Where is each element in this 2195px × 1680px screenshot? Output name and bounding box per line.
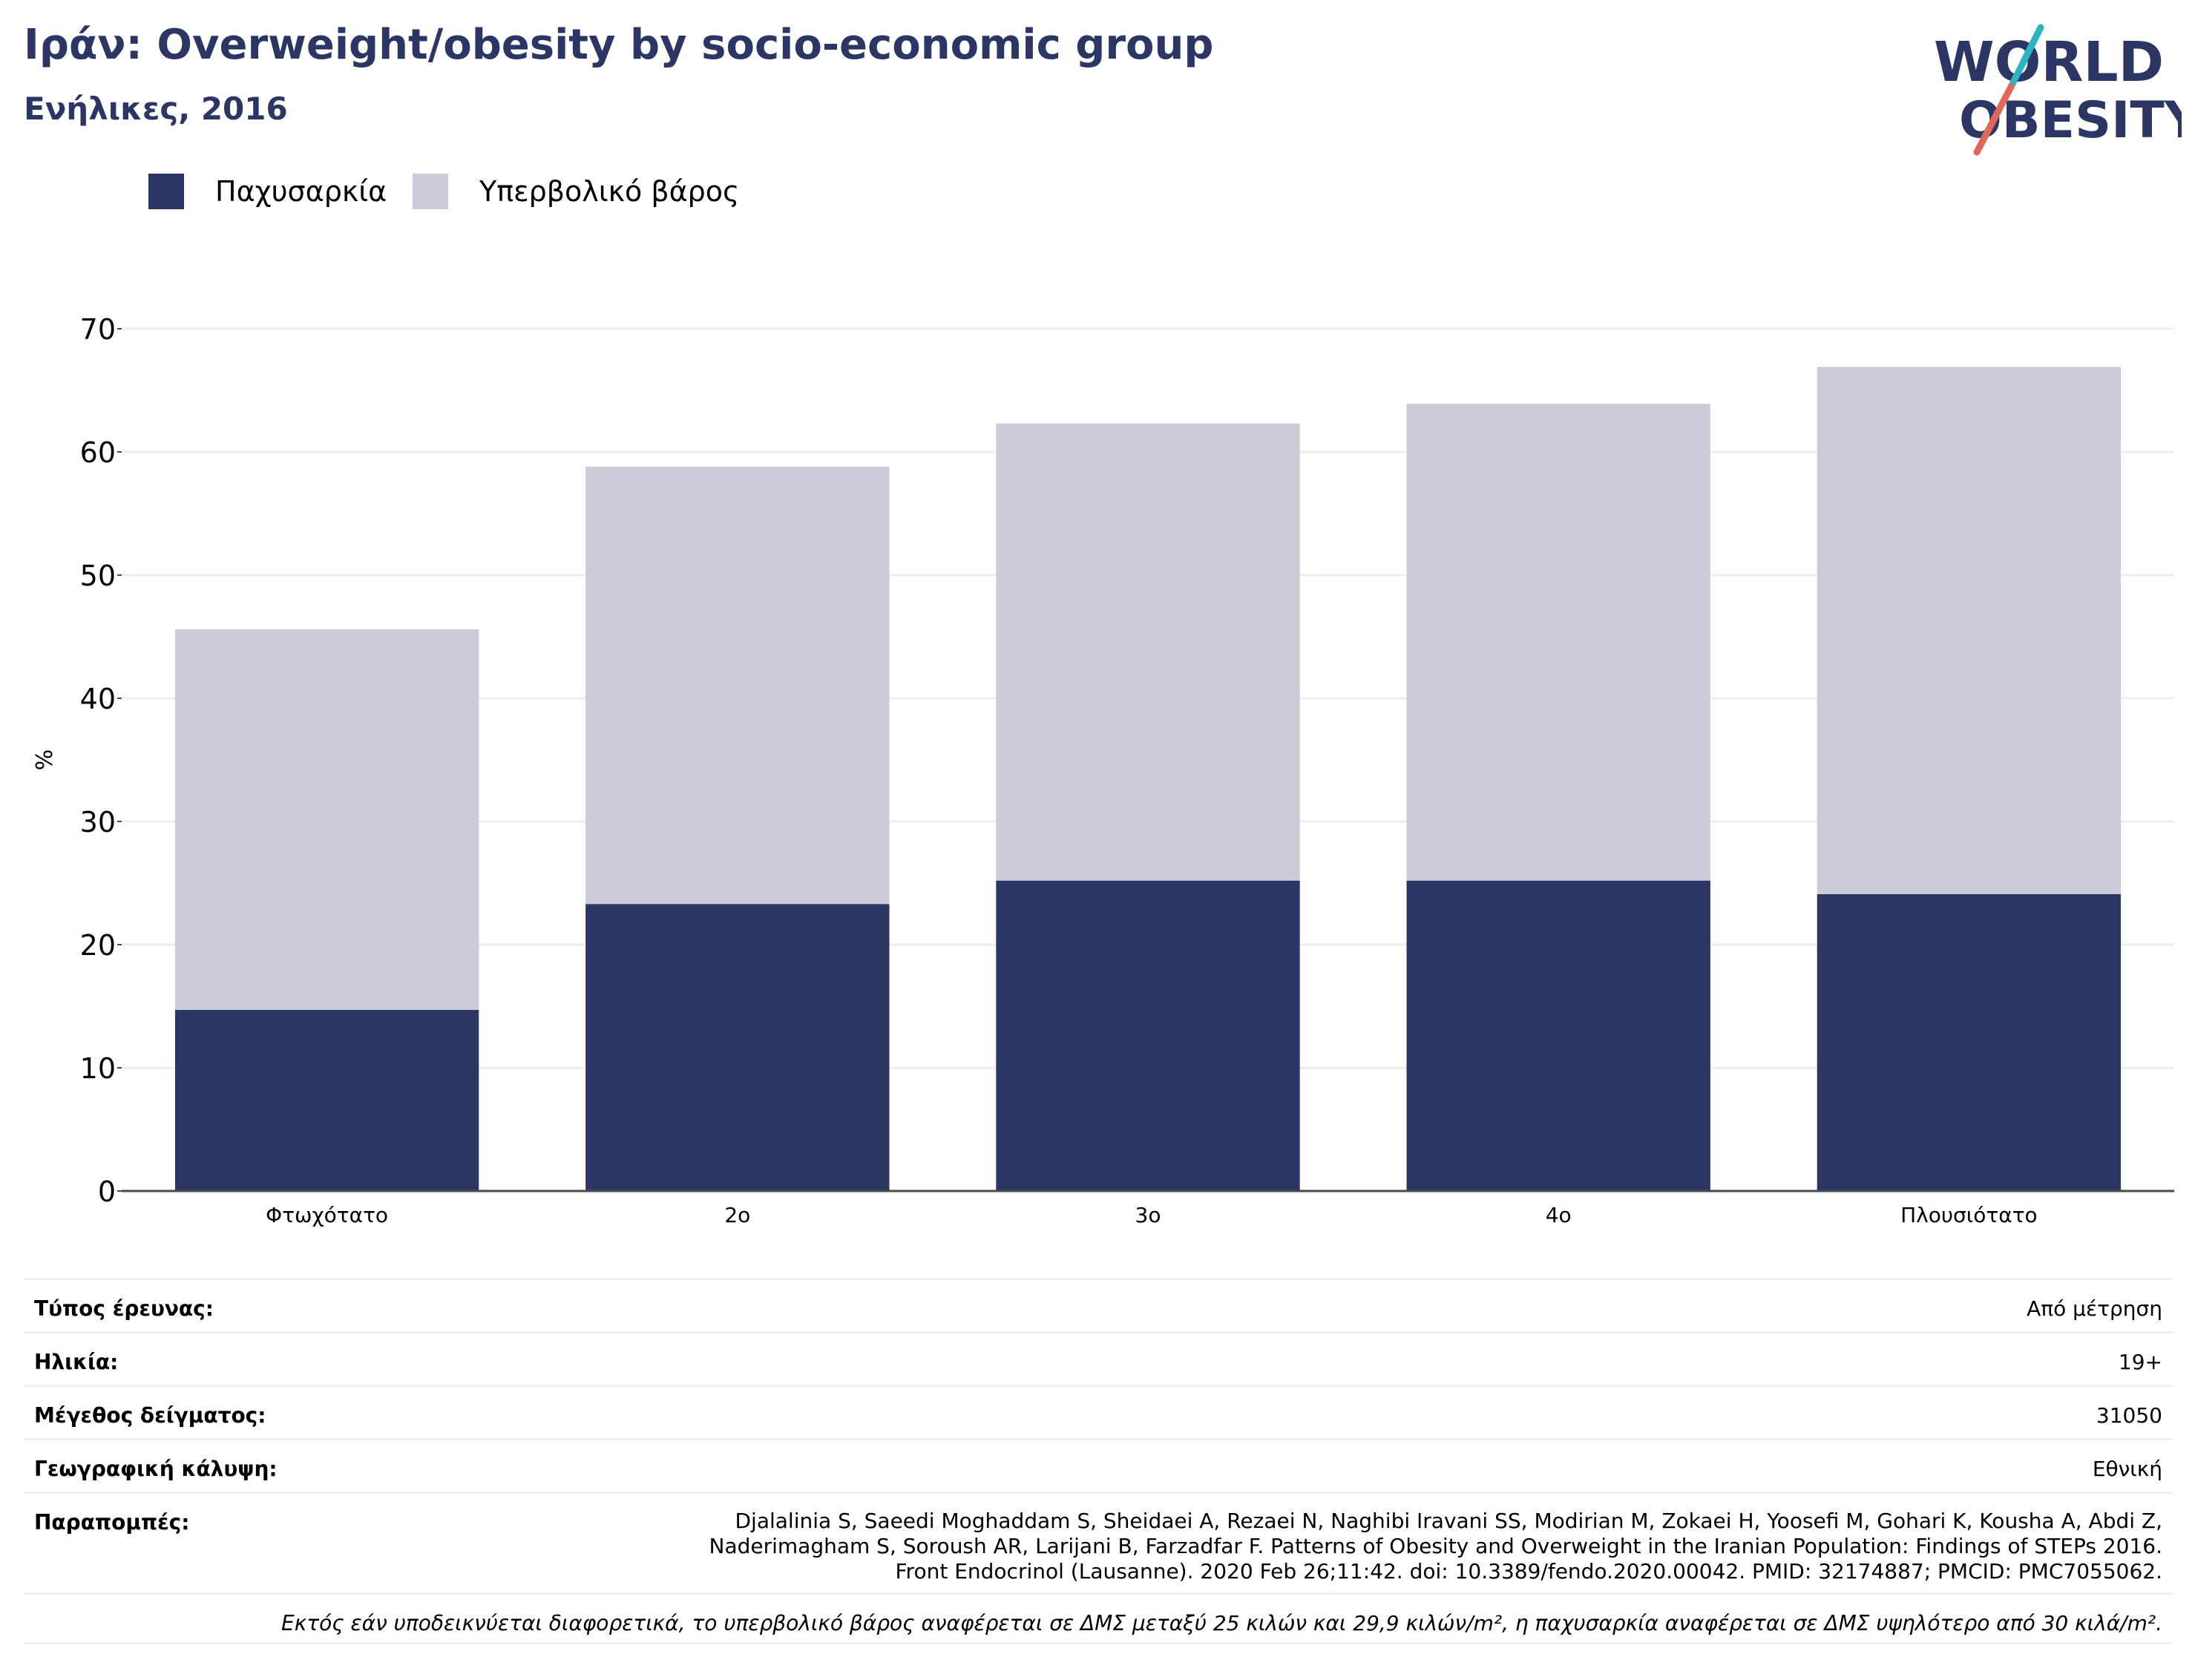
- info-row: Τύπος έρευνας: Από μέτρηση: [24, 1278, 2173, 1331]
- x-tick-label: Φτωχότατο: [266, 1203, 388, 1227]
- bar-overweight-2: [996, 423, 1300, 881]
- info-key: Ηλικία:: [34, 1350, 119, 1374]
- logo-slash-bottom: [1973, 83, 2015, 156]
- info-value: 31050: [2096, 1403, 2162, 1428]
- bar-overweight-3: [1406, 404, 1710, 881]
- info-key: Τύπος έρευνας:: [34, 1296, 214, 1321]
- info-key: Γεωγραφική κάλυψη:: [34, 1457, 278, 1481]
- reference-line: Naderimagham S, Soroush AR, Larijani B, …: [709, 1534, 2163, 1558]
- reference-line: Front Endocrinol (Lausanne). 2020 Feb 26…: [895, 1559, 2162, 1584]
- y-tick-label: 10: [80, 1052, 116, 1085]
- info-value: 19+: [2118, 1350, 2162, 1374]
- legend-swatch-obesity: [148, 174, 184, 209]
- legend-item-obesity: Παχυσαρκία: [148, 169, 387, 214]
- y-tick-label: 20: [80, 929, 116, 962]
- y-tick-label: 50: [80, 560, 116, 592]
- bar-obesity-4: [1817, 893, 2122, 1191]
- reference-line: Djalalinia S, Saeedi Moghaddam S, Sheida…: [735, 1509, 2163, 1533]
- x-tick-label: 4ο: [1546, 1203, 1572, 1227]
- stacked-bar-chart: 0 10 20 30 40 50 60 70 Φτωχότατο 2ο 3ο 4ο Πλουσιότα…: [32, 313, 2174, 1227]
- y-tick-label: 0: [98, 1175, 116, 1208]
- legend-swatch-overweight: [413, 174, 448, 209]
- bar-overweight-4: [1817, 367, 2122, 894]
- footnote-row: Εκτός εάν υποδεικνύεται διαφορετικά, το …: [24, 1592, 2173, 1644]
- world-obesity-logo: WORLD OBESITY: [1934, 24, 2182, 156]
- logo-line-1: WORLD: [1934, 30, 2164, 94]
- y-axis-ticks: 0 10 20 30 40 50 60 70: [80, 313, 122, 1208]
- y-tick-label: 30: [80, 806, 116, 839]
- x-tick-label: 2ο: [724, 1203, 750, 1227]
- info-key: Μέγεθος δείγματος:: [34, 1403, 266, 1428]
- chart-subtitle: Ενήλικες, 2016: [24, 91, 288, 127]
- bar-obesity-3: [1406, 880, 1710, 1191]
- legend-item-overweight: Υπερβολικό βάρος: [413, 169, 739, 214]
- bar-obesity-2: [996, 880, 1300, 1191]
- y-axis-label: %: [32, 749, 58, 771]
- bar-overweight-0: [174, 629, 479, 1010]
- y-tick-label: 70: [80, 313, 116, 346]
- references-text: Djalalinia S, Saeedi Moghaddam S, Sheida…: [709, 1509, 2163, 1584]
- info-row: Γεωγραφική κάλυψη: Εθνική: [24, 1438, 2173, 1492]
- legend-label-obesity: Παχυσαρκία: [215, 175, 387, 208]
- chart-title: Ιράν: Overweight/obesity by socio-econom…: [24, 21, 1214, 69]
- bar-obesity-1: [585, 904, 890, 1191]
- x-tick-label: 3ο: [1135, 1203, 1161, 1227]
- info-value: Από μέτρηση: [2027, 1296, 2162, 1321]
- info-key: Παραπομπές:: [34, 1510, 190, 1535]
- bar-obesity-0: [174, 1009, 479, 1191]
- y-tick-label: 40: [80, 683, 116, 715]
- y-tick-label: 60: [80, 436, 116, 469]
- bar-overweight-1: [585, 466, 890, 905]
- x-tick-label: Πλουσιότατο: [1900, 1203, 2038, 1227]
- footnote-text: Εκτός εάν υποδεικνύεται διαφορετικά, το …: [281, 1611, 2162, 1635]
- info-row-references: Παραπομπές: Djalalinia S, Saeedi Moghadda…: [24, 1492, 2173, 1592]
- info-row: Ηλικία: 19+: [24, 1331, 2173, 1385]
- info-value: Εθνική: [2092, 1457, 2162, 1481]
- survey-info-table: Τύπος έρευνας: Από μέτρηση Ηλικία: 19+ Μέγεθ…: [24, 1278, 2173, 1644]
- legend-label-overweight: Υπερβολικό βάρος: [479, 175, 740, 208]
- logo-slash-top: [2007, 24, 2044, 91]
- bars: [174, 367, 2122, 1191]
- info-row: Μέγεθος δείγματος: 31050: [24, 1385, 2173, 1438]
- x-axis-ticks: Φτωχότατο 2ο 3ο 4ο Πλουσιότατο: [266, 1203, 2038, 1227]
